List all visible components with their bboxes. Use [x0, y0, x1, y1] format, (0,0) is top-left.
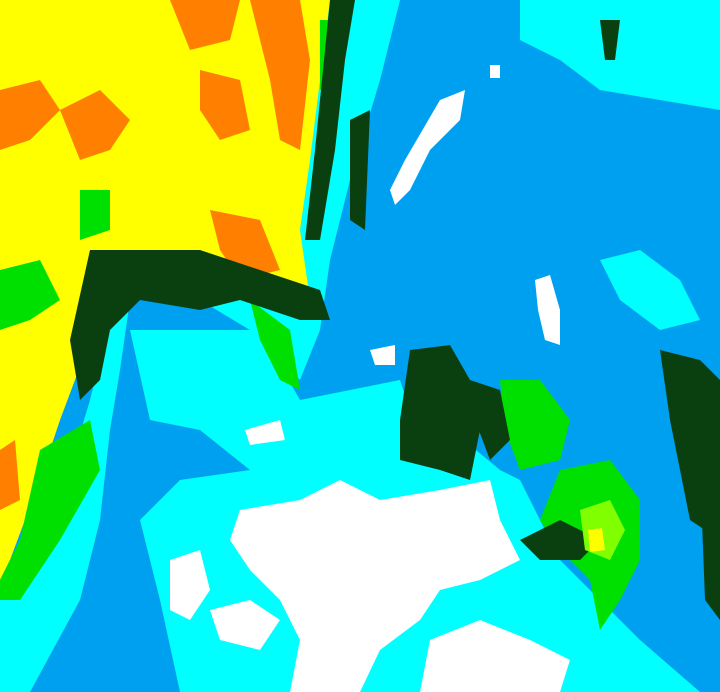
orange-regions: [0, 0, 310, 510]
yellow-core: [588, 528, 605, 552]
white-regions: [170, 65, 570, 692]
dark-green-regions: [70, 0, 720, 620]
